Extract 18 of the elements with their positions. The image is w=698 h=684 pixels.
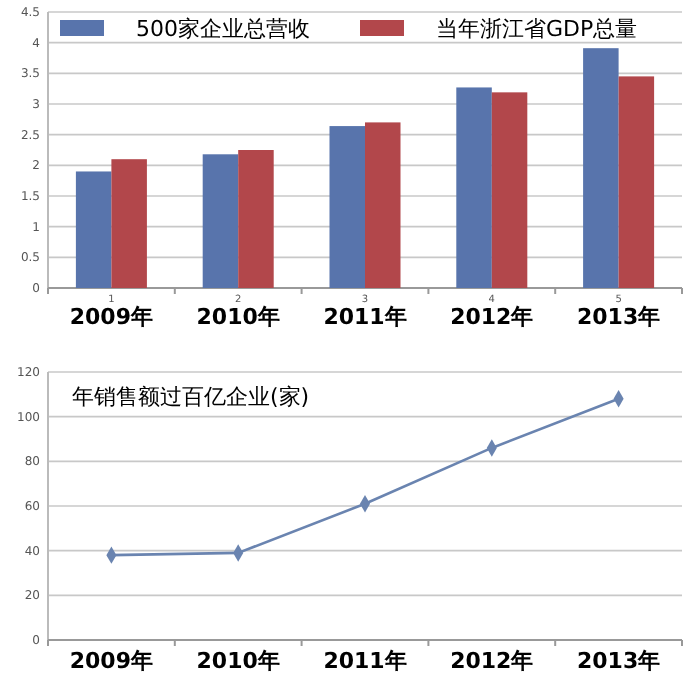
legend-label: 当年浙江省GDP总量 [436, 16, 638, 42]
x-tick-label: 2010年 [196, 648, 280, 674]
x-tick-label: 2013年 [576, 648, 661, 674]
bar [456, 87, 492, 288]
bar [491, 92, 528, 288]
bar [238, 150, 274, 288]
bar [111, 159, 147, 288]
bar [75, 171, 112, 288]
bar [618, 76, 655, 288]
legend-label: 500家企业总营收 [136, 16, 310, 42]
bar [329, 126, 365, 288]
text: 年销售额过百亿企业(家) [72, 384, 310, 410]
bar [365, 122, 401, 288]
x-tick-label: 2009年 [69, 648, 154, 674]
x-tick-label: 2011年 [323, 648, 407, 674]
x-tick-label: 2012年 [450, 648, 534, 674]
bar [202, 154, 239, 288]
bar [583, 48, 619, 288]
